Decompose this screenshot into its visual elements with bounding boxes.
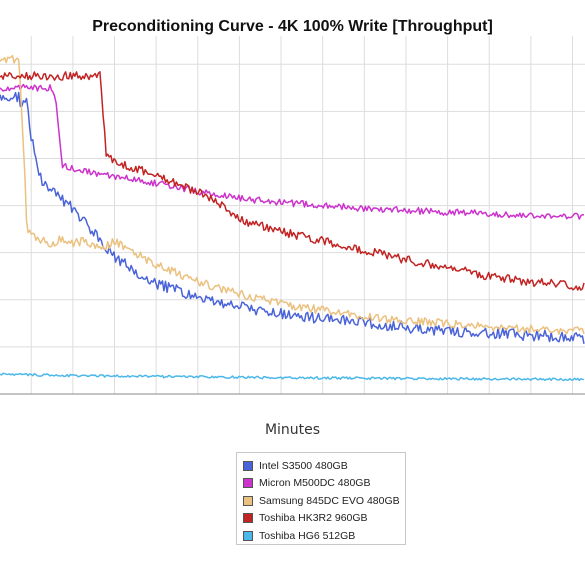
series-lines [0, 54, 585, 382]
series-line-2 [0, 54, 585, 335]
legend-label: Samsung 845DC EVO 480GB [259, 494, 400, 507]
legend-label: Toshiba HG6 512GB [259, 529, 356, 542]
chart-title: Preconditioning Curve - 4K 100% Write [T… [92, 18, 493, 35]
series-line-3 [0, 71, 585, 291]
legend-swatch [243, 530, 253, 541]
legend: Intel S3500 480GB Micron M500DC 480GB Sams… [236, 452, 406, 545]
legend-label: Micron M500DC 480GB [259, 477, 371, 490]
chart-plot-area: 406080100120140160180200220240260280300 [0, 36, 585, 395]
legend-swatch [243, 495, 253, 506]
series-line-1 [0, 83, 584, 220]
legend-item: Toshiba HG6 512GB [243, 527, 405, 545]
legend-swatch [243, 513, 253, 524]
legend-item: Toshiba HK3R2 960GB [243, 510, 405, 528]
legend-label: Toshiba HK3R2 960GB [259, 512, 368, 525]
legend-item: Intel S3500 480GB [243, 457, 405, 475]
legend-swatch [243, 460, 253, 471]
gridlines [0, 36, 585, 394]
legend-item: Micron M500DC 480GB [243, 475, 405, 493]
series-line-4 [0, 372, 585, 382]
legend-swatch [243, 478, 253, 489]
series-line-0 [0, 91, 585, 344]
legend-item: Samsung 845DC EVO 480GB [243, 492, 405, 510]
x-axis-label: Minutes [264, 422, 321, 438]
legend-label: Intel S3500 480GB [259, 459, 348, 472]
